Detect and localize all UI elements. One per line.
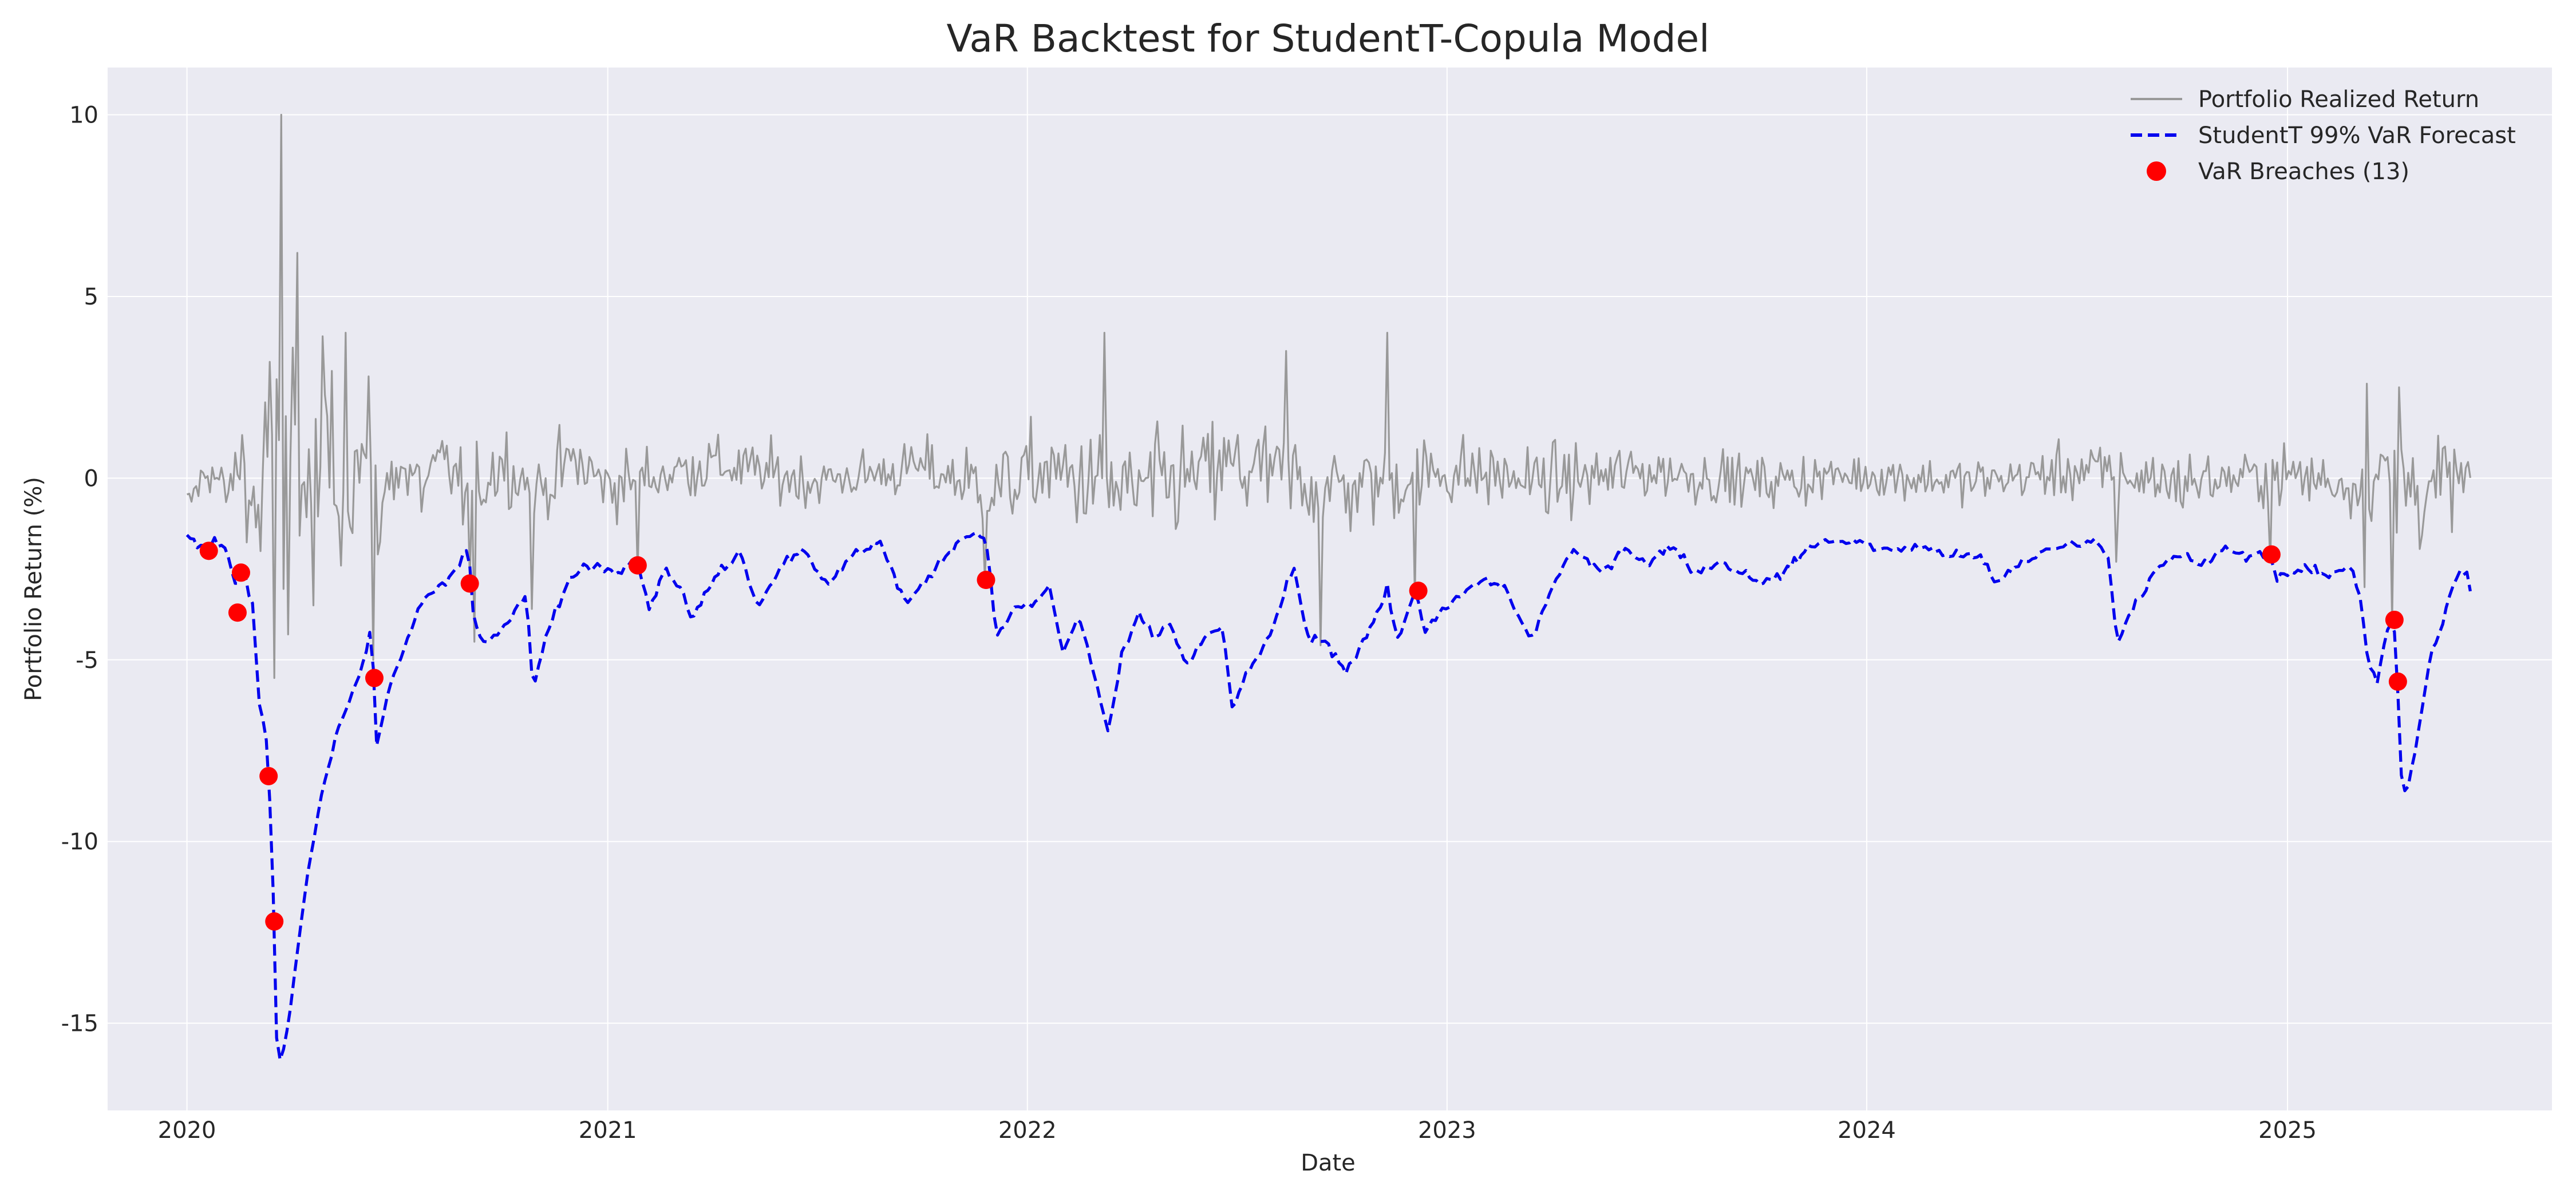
var-breach-point bbox=[365, 669, 384, 687]
y-tick-label: -5 bbox=[76, 647, 98, 674]
var-breach-point bbox=[231, 563, 250, 582]
x-axis-label: Date bbox=[1301, 1150, 1356, 1176]
plot-area bbox=[108, 68, 2552, 1110]
var-breach-point bbox=[228, 603, 247, 622]
var-breach-point bbox=[265, 912, 284, 931]
var-breach-point bbox=[2385, 610, 2404, 629]
var-breach-point bbox=[1409, 582, 1428, 600]
legend-label-var: StudentT 99% VaR Forecast bbox=[2198, 122, 2516, 149]
legend-swatch-breaches bbox=[2147, 161, 2166, 181]
var-breach-point bbox=[977, 571, 995, 590]
var-breach-point bbox=[2262, 545, 2281, 564]
var-breach-point bbox=[199, 541, 218, 560]
var-breach-point bbox=[2388, 672, 2407, 691]
y-tick-label: 0 bbox=[84, 465, 98, 492]
tick-labels: 10 5 0 -5 -10 -15 2020 2021 2022 2023 2024 2025 bbox=[61, 102, 2317, 1144]
y-tick-label: 10 bbox=[69, 102, 98, 129]
legend: Portfolio Realized Return StudentT 99% V… bbox=[2131, 86, 2516, 185]
chart-title: VaR Backtest for StudentT-Copula Model bbox=[947, 17, 1710, 61]
y-axis-label: Portfolio Return (%) bbox=[21, 477, 47, 701]
x-tick-label: 2021 bbox=[579, 1117, 637, 1144]
var-breach-point bbox=[259, 766, 278, 785]
legend-label-realized: Portfolio Realized Return bbox=[2198, 86, 2479, 113]
var-forecast-line bbox=[185, 531, 2472, 1062]
series-layer bbox=[185, 113, 2472, 1062]
x-tick-label: 2024 bbox=[1838, 1117, 1896, 1144]
x-tick-label: 2020 bbox=[158, 1117, 216, 1144]
var-breach-point bbox=[460, 574, 479, 593]
x-tick-label: 2023 bbox=[1418, 1117, 1476, 1144]
y-tick-label: -10 bbox=[61, 829, 98, 855]
realized-return-line bbox=[187, 113, 2471, 679]
y-tick-label: -15 bbox=[61, 1011, 98, 1037]
x-tick-label: 2022 bbox=[998, 1117, 1057, 1144]
x-tick-label: 2025 bbox=[2258, 1117, 2317, 1144]
y-tick-label: 5 bbox=[84, 284, 98, 310]
var-breach-point bbox=[628, 556, 647, 575]
legend-label-breaches: VaR Breaches (13) bbox=[2198, 159, 2409, 185]
